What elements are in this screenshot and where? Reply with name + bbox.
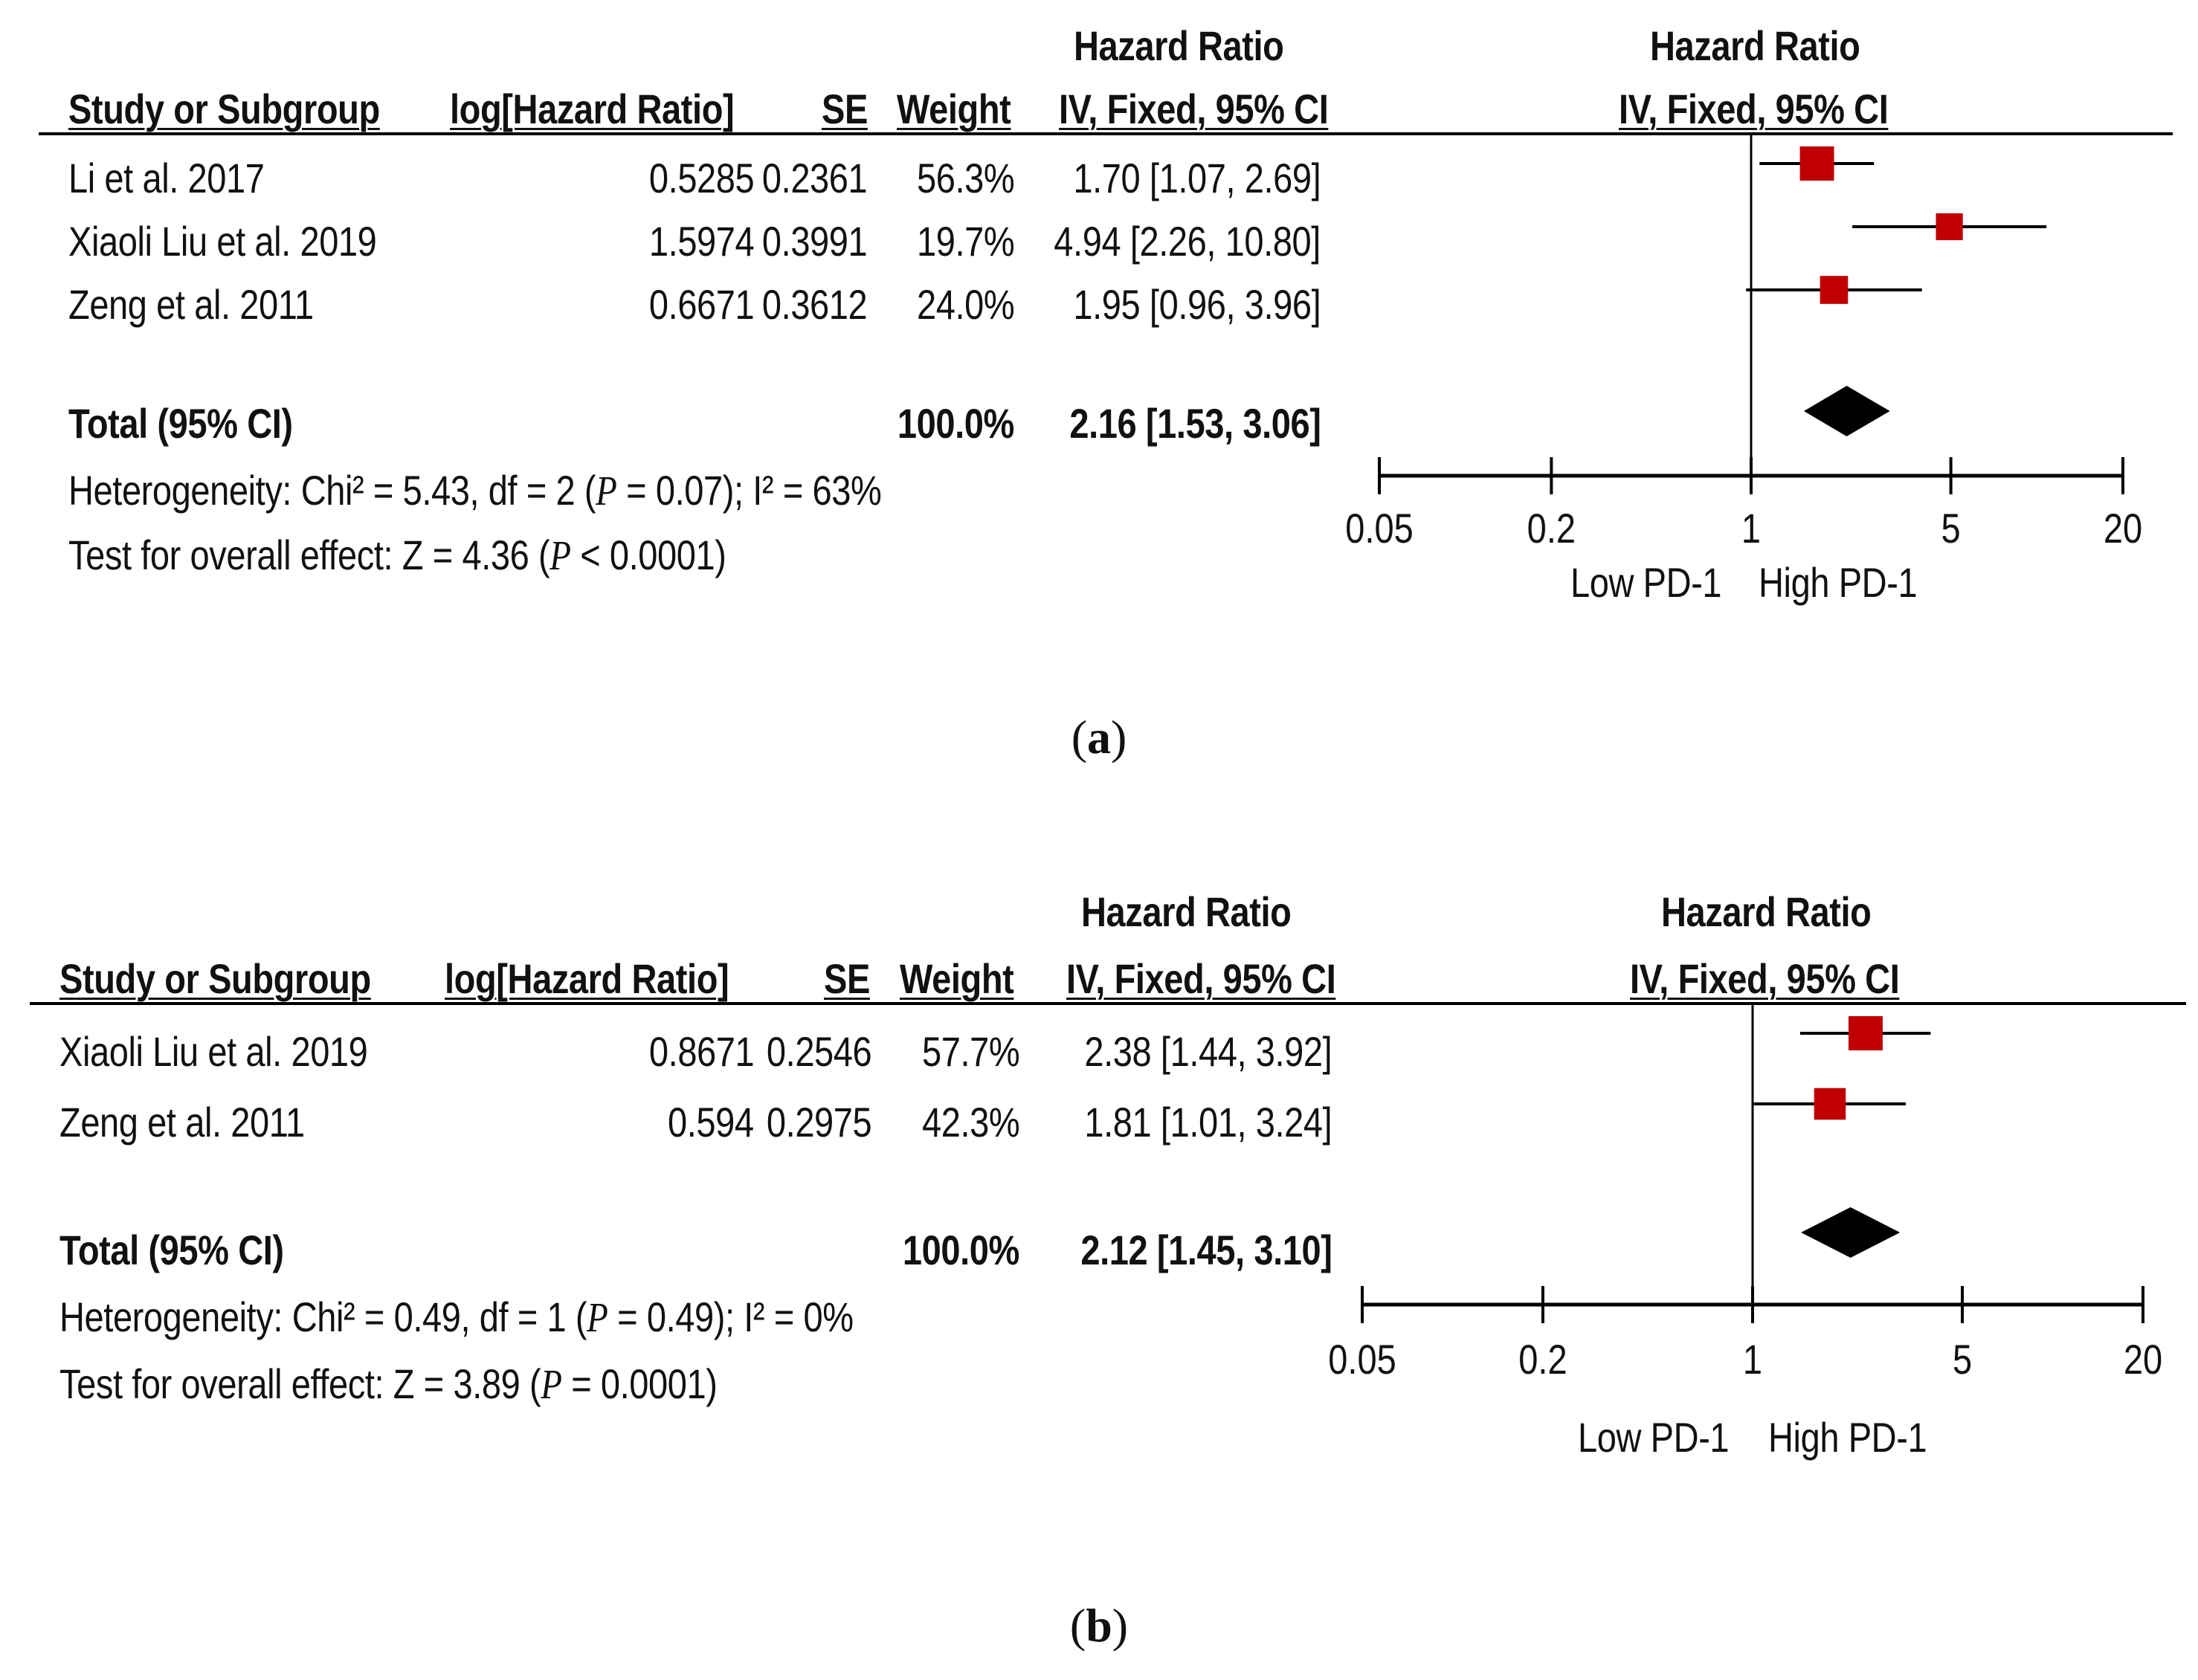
- study-se: 0.2361: [761, 155, 868, 201]
- forest-plot-panel-b: Hazard Ratio Study or Subgroup log[Hazar…: [0, 855, 2198, 1635]
- p-symbol: P: [550, 533, 571, 579]
- caption-a: (a): [1071, 711, 1127, 763]
- study-loghr: 1.5974: [648, 218, 755, 265]
- x-tick-label: 20: [2104, 505, 2142, 552]
- study-loghr: 0.8671: [648, 1028, 755, 1075]
- study-hr-ci: 1.70 [1.07, 2.69]: [1073, 155, 1321, 201]
- x-tick-label: 1: [1743, 1336, 1762, 1383]
- overall-effect-text: Test for overall effect: Z = 4.36 (P < 0…: [68, 532, 726, 579]
- hr-ci-column-header: IV, Fixed, 95% CI: [1066, 955, 1336, 1002]
- study-loghr: 0.5285: [648, 155, 755, 201]
- study-weight: 19.7%: [916, 218, 1015, 265]
- study-point-estimate: [1799, 146, 1834, 181]
- study-name: Xiaoli Liu et al. 2019: [68, 218, 377, 265]
- pooled-estimate-diamond: [1803, 386, 1890, 436]
- study-weight: 57.7%: [921, 1028, 1020, 1075]
- hr-ci-column-header: IV, Fixed, 95% CI: [1059, 85, 1329, 132]
- study-se: 0.3991: [761, 218, 868, 265]
- study-se: 0.3612: [761, 281, 868, 328]
- study-name: Li et al. 2017: [68, 155, 265, 201]
- caption-b: (b): [1069, 1599, 1129, 1652]
- se-column-header: SE: [822, 85, 868, 132]
- header-rule: [39, 132, 2173, 135]
- study-loghr: 0.594: [668, 1099, 754, 1146]
- plot-sub-header: IV, Fixed, 95% CI: [1619, 85, 1889, 132]
- study-column-header: Study or Subgroup: [59, 955, 371, 1002]
- study-point-estimate: [1848, 1016, 1883, 1050]
- study-weight: 24.0%: [916, 281, 1015, 328]
- favours-left-label: Low PD-1: [1578, 1414, 1730, 1461]
- total-label: Total (95% CI): [68, 400, 293, 447]
- p-symbol: P: [541, 1362, 562, 1408]
- loghr-column-header: log[Hazard Ratio]: [450, 85, 735, 132]
- p-symbol: P: [587, 1295, 608, 1341]
- x-tick-label: 20: [2124, 1336, 2162, 1383]
- total-weight: 100.0%: [897, 400, 1014, 447]
- se-column-header: SE: [824, 955, 870, 1002]
- study-hr-ci: 1.95 [0.96, 3.96]: [1073, 281, 1321, 328]
- forest-plot-area: 0.05 0.2 1 5 20: [1345, 132, 2142, 552]
- study-hr-ci: 4.94 [2.26, 10.80]: [1054, 218, 1321, 265]
- study-hr-ci: 1.81 [1.01, 3.24]: [1084, 1099, 1332, 1146]
- study-se: 0.2546: [766, 1028, 872, 1075]
- favours-right-label: High PD-1: [1759, 559, 1918, 606]
- total-label: Total (95% CI): [59, 1227, 284, 1273]
- weight-column-header: Weight: [897, 85, 1011, 132]
- study-loghr: 0.6671: [648, 281, 755, 328]
- plot-top-header: Hazard Ratio: [1650, 22, 1860, 69]
- study-se: 0.2975: [766, 1099, 872, 1146]
- loghr-column-header: log[Hazard Ratio]: [445, 955, 729, 1002]
- study-hr-ci: 2.38 [1.44, 3.92]: [1084, 1028, 1332, 1075]
- plot-sub-header: IV, Fixed, 95% CI: [1630, 955, 1900, 1002]
- weight-column-header: Weight: [900, 955, 1014, 1002]
- plot-top-header: Hazard Ratio: [1661, 888, 1872, 935]
- pooled-estimate-diamond: [1801, 1207, 1901, 1258]
- study-name: Xiaoli Liu et al. 2019: [59, 1028, 368, 1075]
- header-rule: [30, 1002, 2186, 1005]
- favours-left-label: Low PD-1: [1570, 559, 1722, 606]
- study-point-estimate: [1820, 276, 1849, 304]
- favours-right-label: High PD-1: [1768, 1414, 1927, 1461]
- study-name: Zeng et al. 2011: [59, 1099, 305, 1146]
- x-tick-label: 1: [1741, 505, 1761, 552]
- study-column-header: Study or Subgroup: [68, 85, 380, 132]
- x-tick-label: 0.05: [1345, 505, 1414, 552]
- p-symbol: P: [596, 468, 617, 514]
- hr-column-top-header: Hazard Ratio: [1074, 22, 1284, 69]
- total-hr-ci: 2.16 [1.53, 3.06]: [1069, 400, 1321, 447]
- x-tick-label: 5: [1953, 1336, 1972, 1383]
- x-tick-label: 0.2: [1518, 1336, 1567, 1383]
- x-tick-label: 5: [1941, 505, 1961, 552]
- study-point-estimate: [1936, 213, 1963, 241]
- study-name: Zeng et al. 2011: [68, 281, 314, 328]
- forest-plot-area: 0.05 0.2 1 5 20: [1328, 1002, 2162, 1383]
- total-weight: 100.0%: [902, 1227, 1019, 1273]
- heterogeneity-text: Heterogeneity: Chi² = 0.49, df = 1 (P = …: [59, 1293, 854, 1341]
- total-hr-ci: 2.12 [1.45, 3.10]: [1080, 1227, 1332, 1273]
- x-tick-label: 0.2: [1527, 505, 1576, 552]
- x-tick-label: 0.05: [1328, 1336, 1396, 1383]
- study-weight: 56.3%: [916, 155, 1015, 201]
- overall-effect-text: Test for overall effect: Z = 3.89 (P = 0…: [59, 1360, 718, 1408]
- heterogeneity-text: Heterogeneity: Chi² = 5.43, df = 2 (P = …: [68, 467, 882, 514]
- forest-plot-panel-a: Hazard Ratio Study or Subgroup log[Hazar…: [0, 0, 2198, 781]
- study-weight: 42.3%: [921, 1099, 1020, 1146]
- hr-column-top-header: Hazard Ratio: [1081, 888, 1292, 935]
- study-point-estimate: [1814, 1088, 1846, 1120]
